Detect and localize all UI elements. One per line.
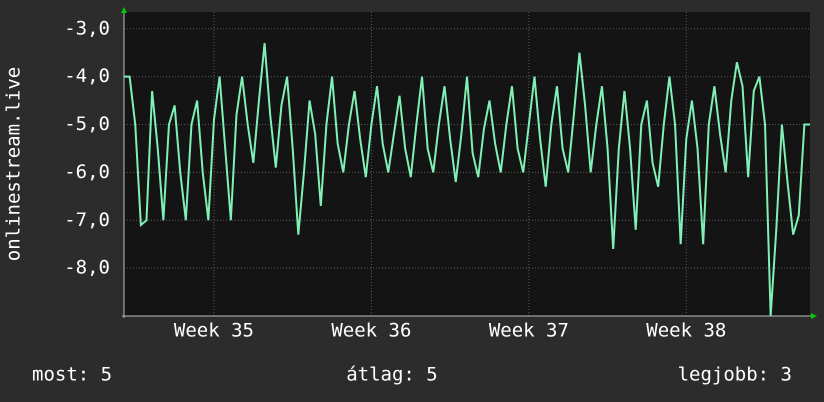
y-tick-label: -7,0: [64, 209, 110, 231]
footer-average: átlag: 5: [346, 364, 438, 386]
series-line: [124, 43, 810, 317]
y-axis-label: onlinestream.live: [3, 67, 25, 261]
x-arrow: [811, 313, 817, 319]
y-tick-label: -5,0: [64, 113, 110, 135]
y-tick-label: -4,0: [64, 65, 110, 87]
footer-current: most: 5: [32, 364, 112, 386]
y-tick-label: -6,0: [64, 161, 110, 183]
x-tick-label: Week 38: [646, 320, 726, 342]
y-tick-label: -3,0: [64, 17, 110, 39]
footer-best: legjobb: 3: [678, 364, 792, 386]
y-arrow: [121, 7, 127, 13]
y-tick-label: -8,0: [64, 257, 110, 279]
x-tick-label: Week 36: [331, 320, 411, 342]
x-tick-label: Week 37: [489, 320, 569, 342]
plot-area: [124, 12, 810, 316]
x-tick-label: Week 35: [174, 320, 254, 342]
